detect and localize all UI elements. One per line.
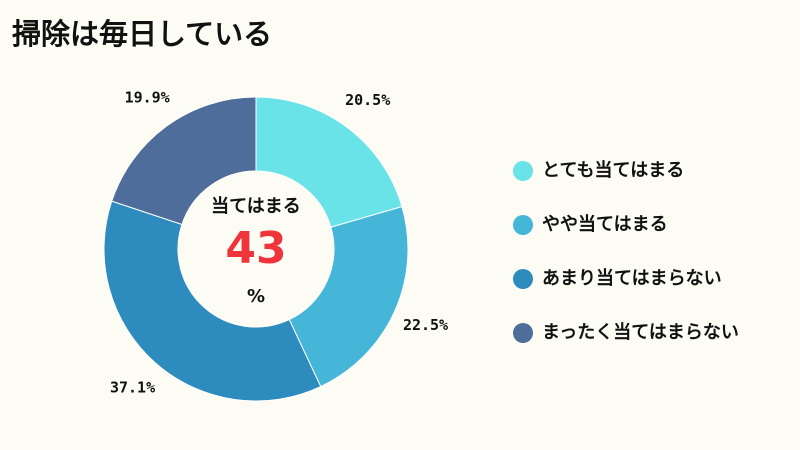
donut-slice [111, 96, 257, 226]
donut-slice [255, 96, 403, 228]
legend-marker [513, 215, 533, 235]
chart-title: 掃除は毎日している [12, 17, 272, 51]
value-label: 37.1% [110, 379, 155, 397]
donut-slice [103, 200, 322, 402]
legend-label: とても当てはまる [542, 159, 684, 181]
value-label: 22.5% [403, 316, 448, 334]
legend-label: まったく当てはまらない [542, 321, 739, 343]
legend-label: やや当てはまる [542, 213, 668, 235]
value-label: 19.9% [125, 89, 170, 107]
value-label: 20.5% [345, 91, 390, 109]
center-label: 当てはまる [211, 195, 301, 217]
legend-label: あまり当てはまらない [542, 267, 722, 289]
legend-marker [513, 161, 533, 181]
donut-slice [288, 205, 409, 388]
legend-marker [513, 269, 533, 289]
center-value: 43 [225, 223, 286, 274]
center-unit: % [247, 286, 265, 307]
legend-marker [513, 323, 533, 343]
